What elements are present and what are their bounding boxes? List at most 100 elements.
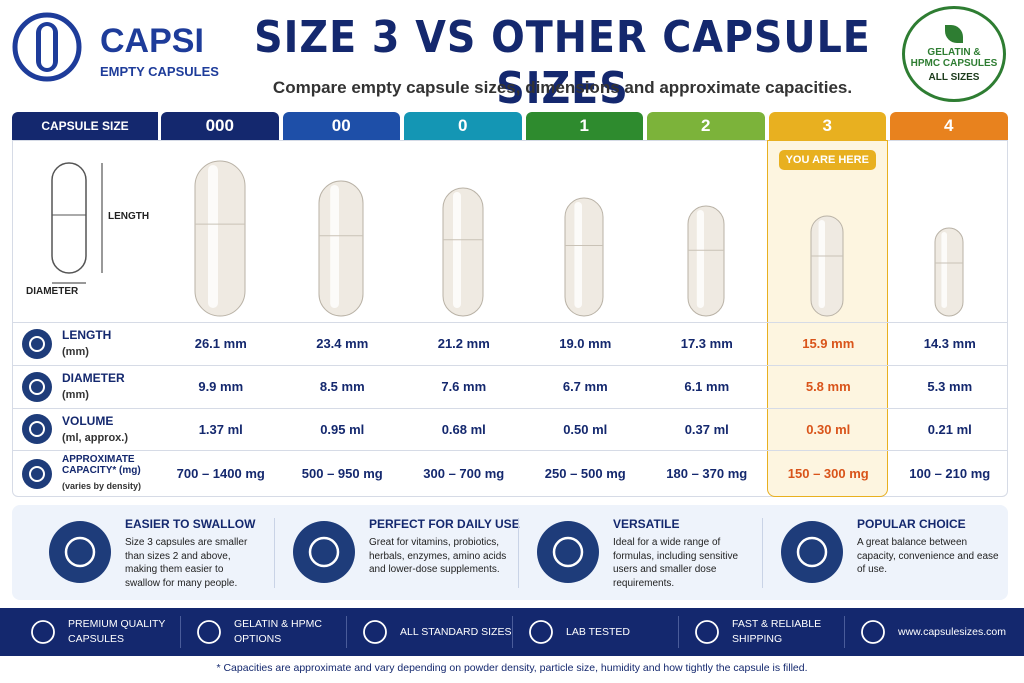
badge-line: ALL SIZES: [928, 72, 980, 83]
footer-divider: [844, 616, 845, 648]
capsule: [441, 186, 485, 323]
cell-value: 300 – 700 mg: [423, 466, 505, 481]
diagram-label: DIAMETER: [26, 286, 79, 297]
row-divider: [12, 322, 1008, 323]
cell-value: 0.95 ml: [320, 421, 365, 437]
feature-icon: [48, 520, 112, 589]
table-frame: [12, 140, 1008, 497]
subtitle: Compare empty capsule sizes, dimensions …: [272, 78, 853, 97]
corner-header: CAPSULE SIZE: [12, 112, 158, 140]
row-icon: [22, 371, 52, 407]
diagram-label: LENGTH: [108, 211, 150, 222]
cell-value: 15.9 mm: [802, 336, 855, 351]
cell-value: 5.3 mm: [927, 379, 973, 394]
feature-divider: [762, 518, 763, 588]
footer-icon: [528, 619, 554, 650]
row-icon: [22, 414, 52, 449]
cell-value: 0.37 ml: [684, 421, 729, 437]
cell-value: 26.1 mm: [194, 336, 247, 351]
cell-value: 9.9 mm: [198, 379, 244, 394]
footer-divider: [512, 616, 513, 648]
feature-text: Size 3 capsules are smaller than sizes 2…: [125, 537, 248, 589]
footer-icon: [30, 619, 56, 650]
feature-icon: [780, 520, 844, 589]
row-unit: (mm): [62, 389, 89, 401]
brand-name: CAPSI: [100, 22, 204, 60]
feature-divider: [274, 518, 275, 588]
you-are-here: YOU ARE HERE: [778, 150, 876, 170]
cell-value: 1.37 ml: [198, 421, 243, 437]
footer-divider: [180, 616, 181, 648]
footer-divider: [678, 616, 679, 648]
feature-divider: [518, 518, 519, 588]
cell-value: 500 – 950 mg: [301, 466, 383, 481]
feature-title: PERFECT FOR DAILY USE: [369, 517, 520, 531]
cell-value: 180 – 370 mg: [666, 466, 748, 481]
feature-icon: [292, 520, 356, 589]
cell-value: 8.5 mm: [319, 379, 365, 394]
row-label: VOLUME: [62, 414, 114, 428]
cell-value: 5.8 mm: [805, 379, 851, 394]
feature-icon: [536, 520, 600, 589]
size-header: 2: [647, 112, 765, 140]
capsule: [563, 196, 605, 323]
footnote: * Capacities are approximate and vary de…: [216, 662, 808, 674]
cell-value: 17.3 mm: [680, 336, 733, 351]
cell-value: 100 – 210 mg: [909, 466, 991, 481]
footer-item: PREMIUM QUALITY CAPSULES: [68, 618, 166, 645]
capsule-diagram: [32, 158, 122, 293]
capsule: [193, 159, 247, 323]
row-unit: (varies by density): [62, 481, 142, 491]
footer-item: FAST & RELIABLE SHIPPING: [732, 618, 822, 645]
row-unit: (ml, approx.): [62, 432, 129, 444]
cell-value: 150 – 300 mg: [787, 466, 869, 481]
footer-item: LAB TESTED: [566, 625, 630, 638]
feature-title: EASIER TO SWALLOW: [125, 517, 256, 531]
size-header: 000: [161, 112, 279, 140]
row-icon: [22, 458, 52, 494]
title: SIZE 3 VS OTHER CAPSULE SIZES: [254, 12, 871, 114]
feature-title: VERSATILE: [613, 517, 680, 531]
capsule: [686, 204, 726, 323]
cell-value: 14.3 mm: [923, 336, 976, 351]
cell-value: 0.21 ml: [927, 421, 972, 437]
feature-text: Great for vitamins, probiotics, herbals,…: [369, 537, 507, 575]
cell-value: 250 – 500 mg: [544, 466, 626, 481]
cell-value: 6.1 mm: [684, 379, 730, 394]
cell-value: 0.50 ml: [563, 421, 608, 437]
cell-value: 23.4 mm: [316, 336, 369, 351]
badge: GELATIN & HPMC CAPSULES ALL SIZES: [902, 6, 1006, 102]
row-divider: [12, 450, 1008, 451]
row-divider: [12, 408, 1008, 409]
footer-item: www.capsulesizes.com: [898, 625, 1006, 638]
cell-value: 700 – 1400 mg: [176, 466, 265, 481]
feature-text: A great balance between capacity, conven…: [857, 537, 999, 575]
footer-item: ALL STANDARD SIZES: [400, 625, 512, 638]
cell-value: 19.0 mm: [559, 336, 612, 351]
size-header: 4: [890, 112, 1008, 140]
size-header: 1: [525, 112, 643, 140]
footer-divider: [346, 616, 347, 648]
size-header: 00: [282, 112, 400, 140]
capsule: [809, 214, 845, 323]
brand-tagline: EMPTY CAPSULES: [100, 64, 219, 79]
footer-icon: [362, 619, 388, 650]
size-header: 3: [768, 112, 886, 140]
cell-value: 0.68 ml: [441, 421, 486, 437]
footer-icon: [196, 619, 222, 650]
footer-icon: [860, 619, 886, 650]
cell-value: 21.2 mm: [437, 336, 490, 351]
feature-title: POPULAR CHOICE: [857, 517, 966, 531]
cell-value: 0.30 ml: [806, 421, 851, 437]
capsule: [933, 226, 965, 323]
logo: [12, 12, 82, 82]
row-label: APPROXIMATE CAPACITY* (mg): [62, 454, 141, 476]
cell-value: 7.6 mm: [441, 379, 487, 394]
badge-line: GELATIN &: [927, 47, 981, 58]
highlight-column: [766, 140, 888, 497]
row-label: DIAMETER: [62, 371, 125, 385]
capsule: [317, 179, 365, 323]
row-icon: [22, 328, 52, 364]
badge-line: HPMC CAPSULES: [910, 58, 998, 69]
